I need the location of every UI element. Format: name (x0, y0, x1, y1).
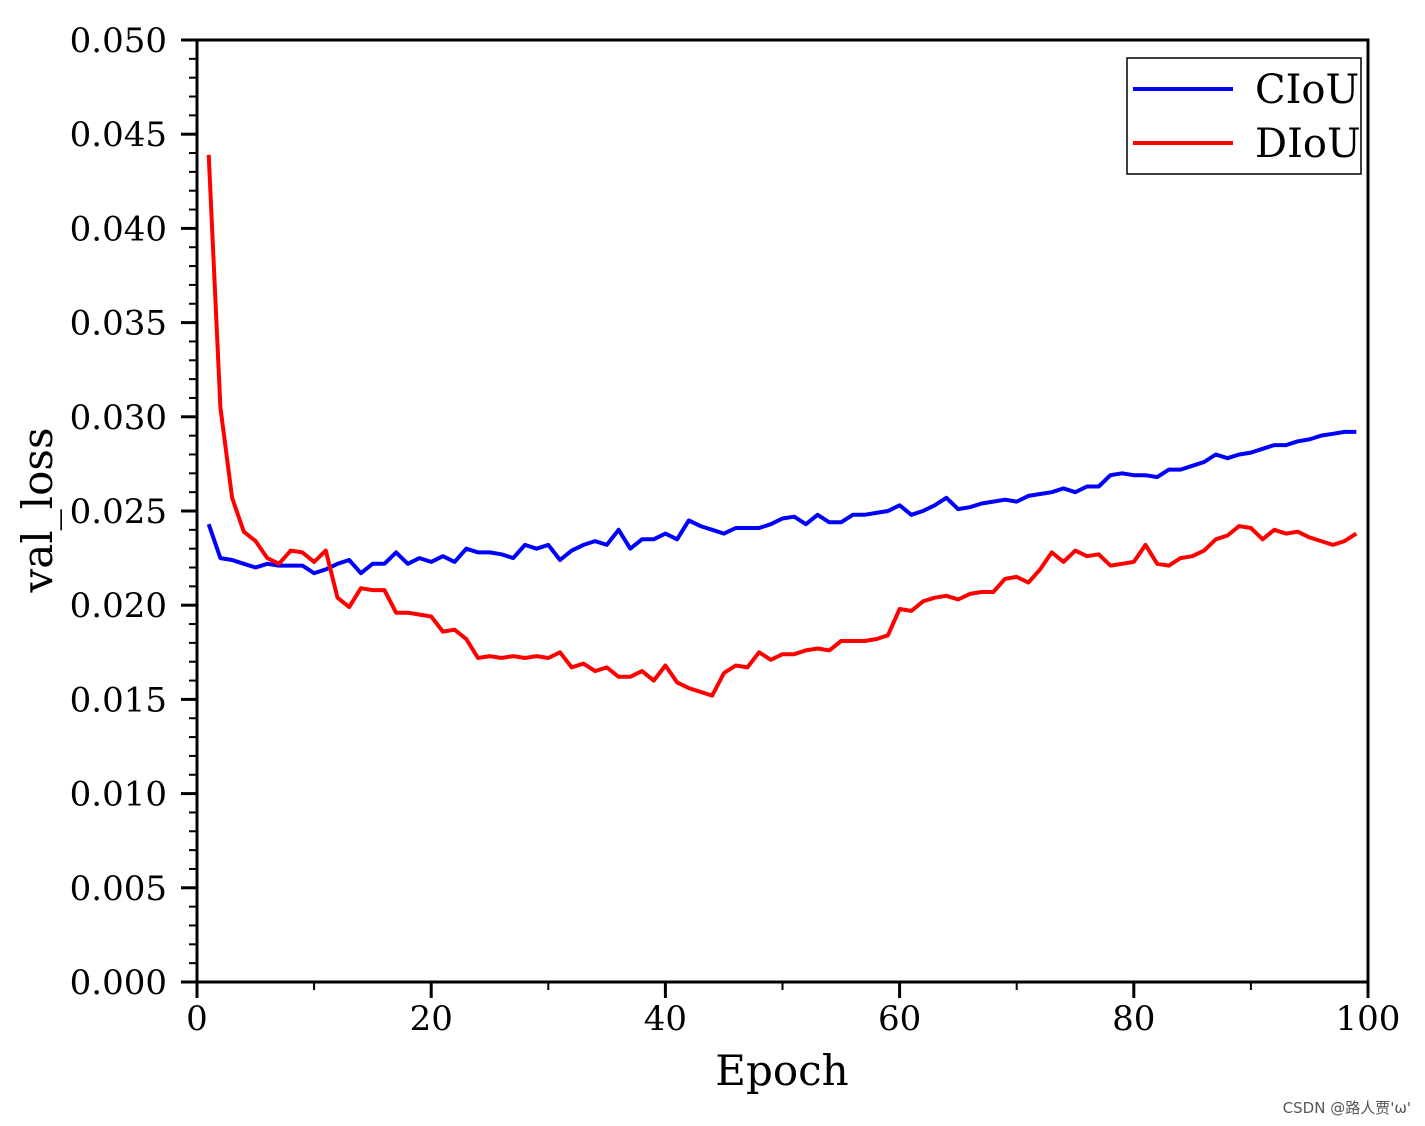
x-tick-label: 40 (644, 999, 687, 1039)
x-tick-label: 100 (1336, 999, 1401, 1039)
x-tick-label: 20 (410, 999, 453, 1039)
y-tick-label: 0.020 (70, 586, 167, 626)
legend: CIoU DIoU (1126, 57, 1362, 175)
y-tick-label: 0.030 (70, 398, 167, 438)
x-tick-label: 0 (186, 999, 208, 1039)
y-tick-label: 0.010 (70, 775, 167, 815)
legend-label-ciou: CIoU (1255, 67, 1359, 113)
x-tick-label: 80 (1112, 999, 1155, 1039)
series-line-diou (206, 154, 1358, 698)
y-tick-label: 0.025 (70, 492, 167, 532)
series-group (206, 154, 1358, 698)
series-line-ciou (206, 429, 1357, 576)
legend-box (1126, 57, 1362, 175)
y-axis: 0.000 0.005 0.010 0.015 0.020 0.025 0.030 0.035… (70, 21, 197, 1003)
plot-frame (195, 38, 1370, 984)
y-tick-label: 0.015 (70, 680, 167, 720)
x-axis-title: Epoch (715, 1046, 848, 1095)
y-tick-label: 0.045 (70, 115, 167, 155)
x-axis: 0 20 40 60 80 100 (186, 982, 1400, 1039)
y-tick-label: 0.050 (70, 21, 167, 61)
legend-label-diou: DIoU (1255, 121, 1361, 167)
watermark: CSDN @路人贾'ω' (1282, 1099, 1411, 1117)
y-tick-label: 0.035 (70, 304, 167, 344)
y-tick-label: 0.040 (70, 209, 167, 249)
x-tick-label: 60 (878, 999, 921, 1039)
y-tick-label: 0.005 (70, 869, 167, 909)
plot-border (195, 38, 1370, 984)
y-axis-title: val_loss (13, 427, 62, 593)
y-tick-label: 0.000 (70, 963, 167, 1003)
